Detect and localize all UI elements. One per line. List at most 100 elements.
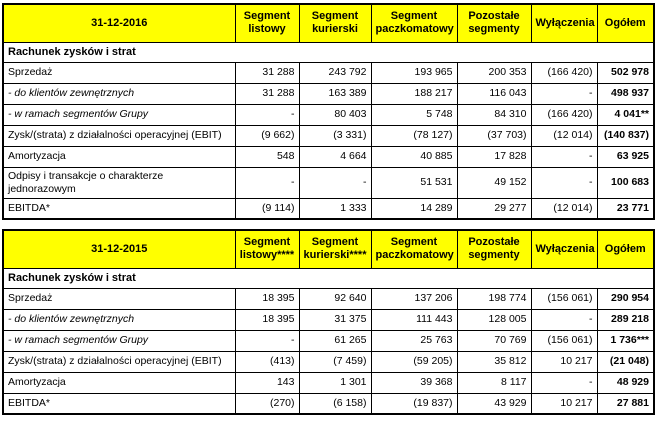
column-header-segment-kurierski: Segment kurierski	[298, 3, 372, 43]
column-header-segment-listowy: Segment listowy****	[234, 229, 300, 269]
cell-total: (21 048)	[596, 350, 655, 373]
cell: 188 217	[370, 82, 458, 105]
cell: 51 531	[370, 166, 458, 199]
table-row-klienci-zewnetrzni: - do klientów zewnętrznych 31 288 163 38…	[2, 82, 655, 105]
column-header-pozostale-segmenty: Pozostałe segmenty	[456, 229, 532, 269]
cell-total: 23 771	[596, 197, 655, 220]
column-header-ogolem: Ogółem	[596, 229, 655, 269]
cell: 1 301	[298, 371, 372, 394]
cell: -	[234, 103, 300, 126]
cell: 49 152	[456, 166, 532, 199]
cell: 111 443	[370, 308, 458, 331]
cell: (37 703)	[456, 124, 532, 147]
segment-table-2016: 31-12-2016 Segment listowy Segment kurie…	[2, 3, 655, 220]
cell: (413)	[234, 350, 300, 373]
row-label: Sprzedaż	[2, 287, 236, 310]
cell: (12 014)	[530, 124, 598, 147]
cell: 116 043	[456, 82, 532, 105]
cell: 14 289	[370, 197, 458, 220]
cell: (156 061)	[530, 329, 598, 352]
cell-total: 4 041**	[596, 103, 655, 126]
row-label: Zysk/(strata) z działalności operacyjnej…	[2, 350, 236, 373]
table-row-segmenty-grupy: - w ramach segmentów Grupy - 61 265 25 7…	[2, 329, 655, 352]
row-label: - w ramach segmentów Grupy	[2, 329, 236, 352]
cell: -	[234, 329, 300, 352]
row-label: Amortyzacja	[2, 371, 236, 394]
cell: 40 885	[370, 145, 458, 168]
cell: 18 395	[234, 287, 300, 310]
cell: (7 459)	[298, 350, 372, 373]
row-label: - w ramach segmentów Grupy	[2, 103, 236, 126]
cell-total: 63 925	[596, 145, 655, 168]
cell: 10 217	[530, 350, 598, 373]
column-header-pozostale-segmenty: Pozostałe segmenty	[456, 3, 532, 43]
cell: (78 127)	[370, 124, 458, 147]
row-label: Odpisy i transakcje o charakterze jednor…	[2, 166, 236, 199]
cell-total: 48 929	[596, 371, 655, 394]
date-header-2016: 31-12-2016	[2, 3, 236, 43]
row-label: EBITDA*	[2, 392, 236, 415]
header-row-2016: 31-12-2016 Segment listowy Segment kurie…	[2, 3, 655, 43]
date-header-2015: 31-12-2015	[2, 229, 236, 269]
row-label: - do klientów zewnętrznych	[2, 308, 236, 331]
cell: 92 640	[298, 287, 372, 310]
table-row-segmenty-grupy: - w ramach segmentów Grupy - 80 403 5 74…	[2, 103, 655, 126]
cell: (6 158)	[298, 392, 372, 415]
cell: 31 288	[234, 82, 300, 105]
cell: 4 664	[298, 145, 372, 168]
cell: 193 965	[370, 61, 458, 84]
cell-total: (140 837)	[596, 124, 655, 147]
cell: 61 265	[298, 329, 372, 352]
row-label: - do klientów zewnętrznych	[2, 82, 236, 105]
cell: -	[298, 166, 372, 199]
cell: -	[530, 82, 598, 105]
section-row: Rachunek zysków i strat	[2, 267, 655, 289]
cell-total: 27 881	[596, 392, 655, 415]
cell: 70 769	[456, 329, 532, 352]
row-label: EBITDA*	[2, 197, 236, 220]
cell: 31 375	[298, 308, 372, 331]
cell: 10 217	[530, 392, 598, 415]
cell: 5 748	[370, 103, 458, 126]
table-row-sprzedaz: Sprzedaż 31 288 243 792 193 965 200 353 …	[2, 61, 655, 84]
column-header-segment-paczkomatowy: Segment paczkomatowy	[370, 229, 458, 269]
cell: 80 403	[298, 103, 372, 126]
column-header-segment-paczkomatowy: Segment paczkomatowy	[370, 3, 458, 43]
cell: (12 014)	[530, 197, 598, 220]
cell: 8 117	[456, 371, 532, 394]
row-label: Amortyzacja	[2, 145, 236, 168]
column-header-segment-kurierski: Segment kurierski****	[298, 229, 372, 269]
cell: 198 774	[456, 287, 532, 310]
cell: 143	[234, 371, 300, 394]
cell-total: 1 736***	[596, 329, 655, 352]
cell: -	[530, 145, 598, 168]
cell: 29 277	[456, 197, 532, 220]
column-header-wylaczenia: Wyłączenia	[530, 3, 598, 43]
table-row-klienci-zewnetrzni: - do klientów zewnętrznych 18 395 31 375…	[2, 308, 655, 331]
cell: (166 420)	[530, 103, 598, 126]
cell: 84 310	[456, 103, 532, 126]
cell: 243 792	[298, 61, 372, 84]
table-row-amortyzacja: Amortyzacja 548 4 664 40 885 17 828 - 63…	[2, 145, 655, 168]
cell: (9 662)	[234, 124, 300, 147]
table-row-sprzedaz: Sprzedaż 18 395 92 640 137 206 198 774 (…	[2, 287, 655, 310]
table-row-ebit: Zysk/(strata) z działalności operacyjnej…	[2, 350, 655, 373]
table-row-ebit: Zysk/(strata) z działalności operacyjnej…	[2, 124, 655, 147]
cell: -	[530, 166, 598, 199]
table-row-ebitda: EBITDA* (9 114) 1 333 14 289 29 277 (12 …	[2, 197, 655, 220]
cell: (156 061)	[530, 287, 598, 310]
cell: 137 206	[370, 287, 458, 310]
cell: 548	[234, 145, 300, 168]
segment-table-2015: 31-12-2015 Segment listowy**** Segment k…	[2, 229, 655, 415]
table-row-ebitda: EBITDA* (270) (6 158) (19 837) 43 929 10…	[2, 392, 655, 415]
cell: (19 837)	[370, 392, 458, 415]
cell: (3 331)	[298, 124, 372, 147]
table-row-amortyzacja: Amortyzacja 143 1 301 39 368 8 117 - 48 …	[2, 371, 655, 394]
cell: 43 929	[456, 392, 532, 415]
cell: 31 288	[234, 61, 300, 84]
column-header-ogolem: Ogółem	[596, 3, 655, 43]
cell: (166 420)	[530, 61, 598, 84]
cell: 163 389	[298, 82, 372, 105]
cell: -	[530, 371, 598, 394]
column-header-segment-listowy: Segment listowy	[234, 3, 300, 43]
